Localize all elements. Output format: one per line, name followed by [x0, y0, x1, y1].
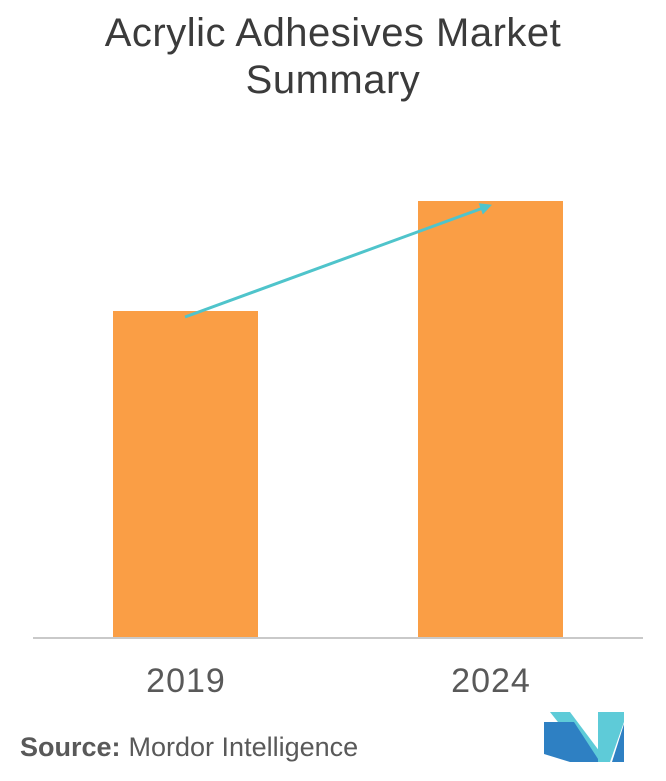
title-line-1: Acrylic Adhesives Market [104, 11, 562, 55]
bar-2019 [113, 311, 258, 637]
page-title: Acrylic Adhesives Market Summary [0, 10, 666, 104]
source-text: Source: Mordor Intelligence [20, 732, 358, 763]
source-value: Mordor Intelligence [128, 732, 359, 762]
bar-2024 [418, 201, 563, 637]
x-label-2019: 2019 [146, 662, 226, 700]
mordor-intelligence-logo-icon [544, 712, 624, 762]
x-axis-line [33, 637, 643, 639]
x-label-2024: 2024 [451, 662, 531, 700]
title-line-2: Summary [245, 58, 421, 102]
source-label: Source: [20, 732, 121, 762]
